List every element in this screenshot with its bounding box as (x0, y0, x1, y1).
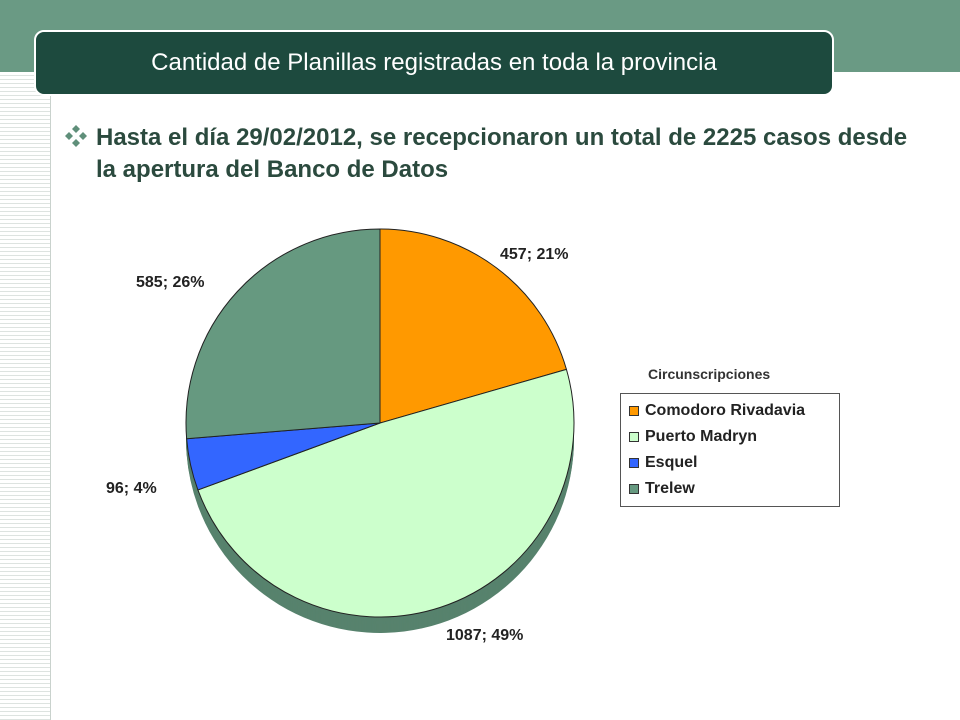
legend-label-comodoro: Comodoro Rivadavia (645, 402, 806, 419)
left-stripe-decoration (0, 72, 50, 720)
legend-swatch-puerto-madryn (629, 432, 639, 442)
legend-label-puerto-madryn: Puerto Madryn (645, 428, 758, 445)
legend-swatch-esquel (629, 458, 639, 468)
pie-slice-comodoro (379, 228, 568, 424)
legend: Comodoro Rivadavia Puerto Madryn Esquel … (620, 393, 840, 507)
data-label-esquel: 96; 4% (106, 480, 157, 497)
data-label-trelew: 585; 26% (136, 274, 205, 291)
data-label-comodoro: 457; 21% (500, 246, 569, 263)
left-divider (50, 72, 51, 720)
bullet-text: Hasta el día 29/02/2012, se recepcionaro… (96, 124, 908, 183)
diamond-bullet-icon (65, 125, 87, 147)
slide-title: Cantidad de Planillas registradas en tod… (34, 30, 834, 96)
legend-swatch-comodoro (629, 406, 639, 416)
legend-label-trelew: Trelew (645, 480, 695, 497)
legend-swatch-trelew (629, 484, 639, 494)
data-label-puerto-madryn: 1087; 49% (446, 627, 524, 644)
pie-slice-trelew (185, 228, 381, 440)
legend-label-esquel: Esquel (645, 454, 698, 471)
legend-title: Circunscripciones (648, 366, 771, 382)
pie-slice-puerto-madryn (197, 368, 575, 618)
